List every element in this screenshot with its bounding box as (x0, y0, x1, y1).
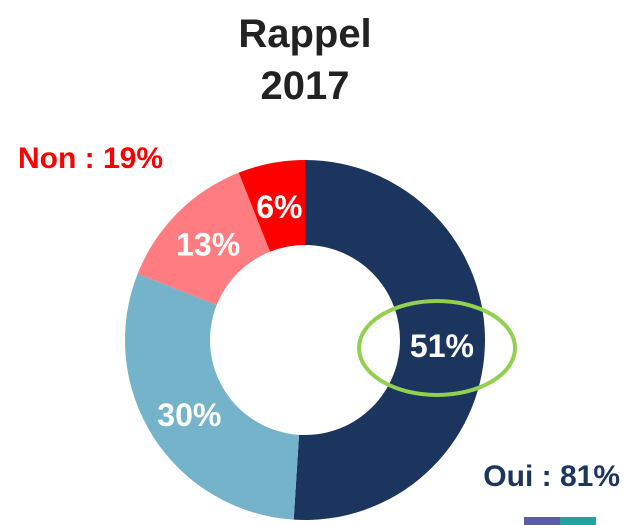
chart-title: Rappel 2017 (238, 12, 372, 108)
data-label: 30% (157, 397, 221, 433)
data-label: 51% (410, 328, 474, 364)
highlight-ellipse (357, 299, 517, 397)
donut-slice (124, 273, 300, 520)
annotation: Oui : 81% (483, 460, 620, 493)
donut-slice (238, 160, 305, 252)
data-label: 13% (176, 227, 240, 263)
donut-slice (137, 172, 271, 306)
donut-slice (293, 160, 485, 520)
decoration (560, 517, 596, 525)
decoration (524, 517, 560, 525)
data-label: 6% (256, 189, 302, 225)
annotation: Non : 19% (18, 142, 163, 175)
